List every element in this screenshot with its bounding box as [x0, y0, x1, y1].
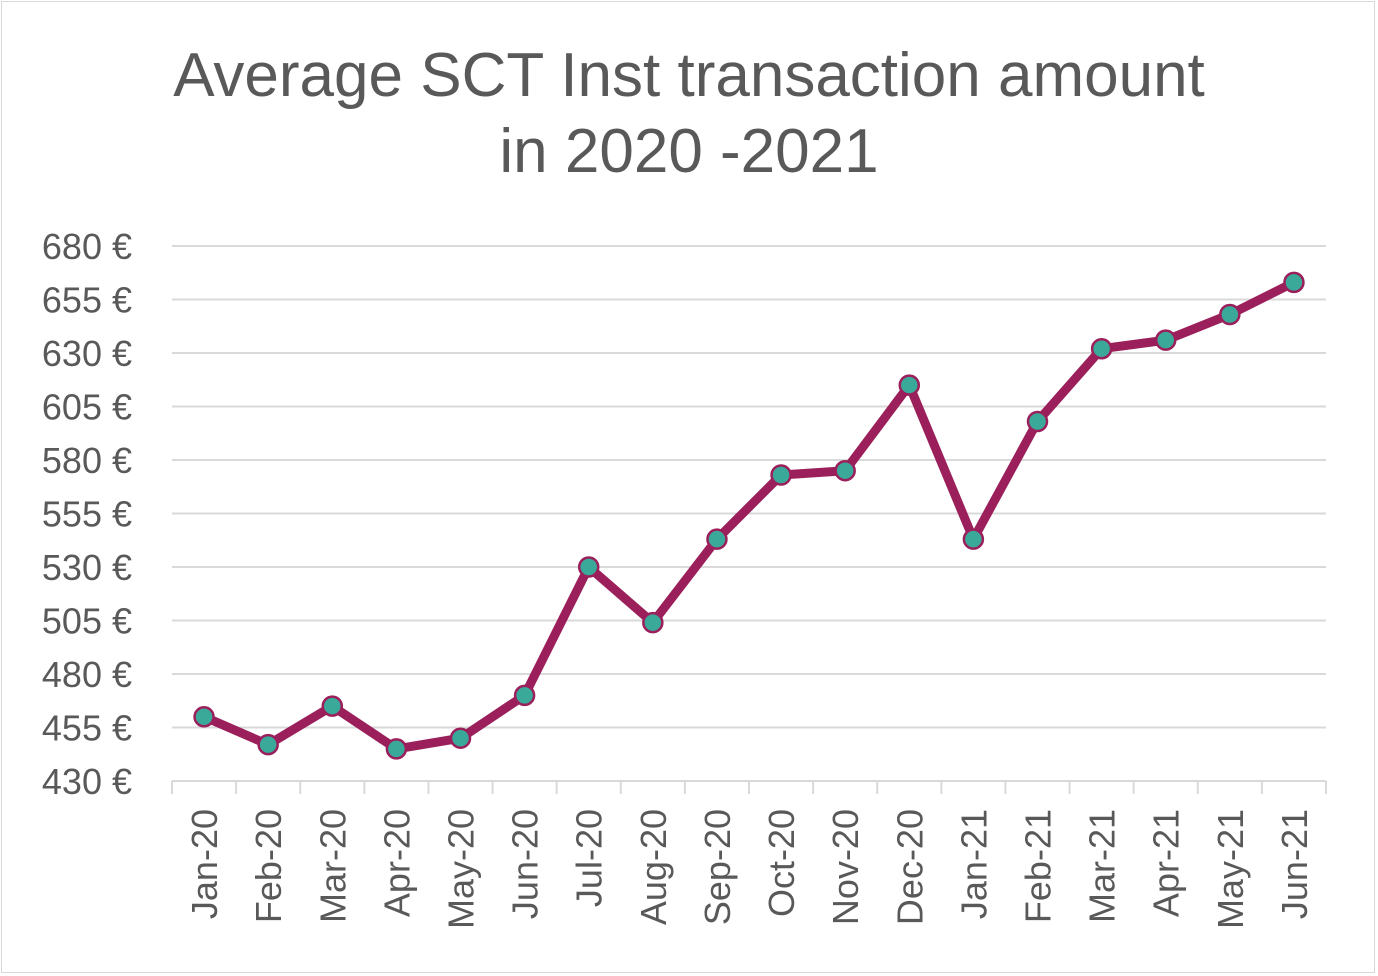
- x-tick-label: Feb-21: [1018, 809, 1059, 923]
- data-point: [706, 528, 728, 550]
- x-tick-label: Apr-20: [376, 809, 417, 917]
- x-tick-label: Jan-20: [184, 809, 225, 919]
- x-tick-label: Jun-21: [1274, 809, 1315, 919]
- data-point: [962, 528, 985, 550]
- data-point: [642, 611, 664, 634]
- x-tick-label: Sep-20: [697, 809, 738, 925]
- data-point: [770, 464, 792, 486]
- x-tick-label: Jun-20: [505, 809, 546, 919]
- x-tick-label: Oct-20: [761, 809, 802, 917]
- y-tick-label: 555 €: [42, 494, 132, 535]
- x-tick-label: Mar-20: [312, 809, 353, 923]
- data-point: [193, 706, 215, 728]
- data-point: [577, 556, 600, 578]
- y-tick-label: 630 €: [42, 333, 132, 374]
- data-point: [834, 459, 856, 482]
- data-point: [257, 733, 279, 756]
- data-point: [1090, 337, 1113, 360]
- x-tick-label: Jan-21: [953, 809, 994, 919]
- data-point: [513, 684, 536, 707]
- y-tick-label: 480 €: [42, 654, 132, 695]
- chart-title-line1: Average SCT Inst transaction amount: [173, 41, 1205, 110]
- y-tick-label: 455 €: [42, 708, 132, 749]
- y-tick-label: 655 €: [42, 280, 132, 321]
- x-tick-label: May-20: [441, 809, 482, 929]
- y-tick-label: 605 €: [42, 387, 132, 428]
- data-point: [1154, 329, 1177, 351]
- data-point: [1026, 410, 1049, 433]
- y-tick-label: 505 €: [42, 601, 132, 642]
- data-point: [1283, 271, 1305, 294]
- x-tick-label: Nov-20: [825, 809, 866, 925]
- data-point: [449, 727, 472, 749]
- data-point: [321, 695, 344, 717]
- data-point: [1219, 303, 1241, 326]
- x-tick-label: Feb-20: [248, 809, 289, 923]
- x-tick-label: Mar-21: [1082, 809, 1123, 923]
- x-tick-label: Apr-21: [1146, 809, 1187, 917]
- chart-title-line2: in 2020 -2021: [499, 117, 879, 186]
- y-tick-label: 680 €: [42, 226, 132, 267]
- chart-title: Average SCT Inst transaction amount in 2…: [0, 38, 1378, 190]
- y-tick-label: 580 €: [42, 440, 132, 481]
- x-tick-label: Aug-20: [633, 809, 674, 925]
- x-tick-label: Dec-20: [889, 809, 930, 925]
- data-point: [385, 738, 408, 760]
- y-tick-label: 530 €: [42, 547, 132, 588]
- series-line: [202, 278, 1296, 754]
- x-tick-label: Jul-20: [569, 809, 610, 907]
- data-point: [898, 374, 921, 396]
- x-tick-label: May-21: [1210, 809, 1251, 929]
- y-tick-label: 430 €: [42, 761, 132, 802]
